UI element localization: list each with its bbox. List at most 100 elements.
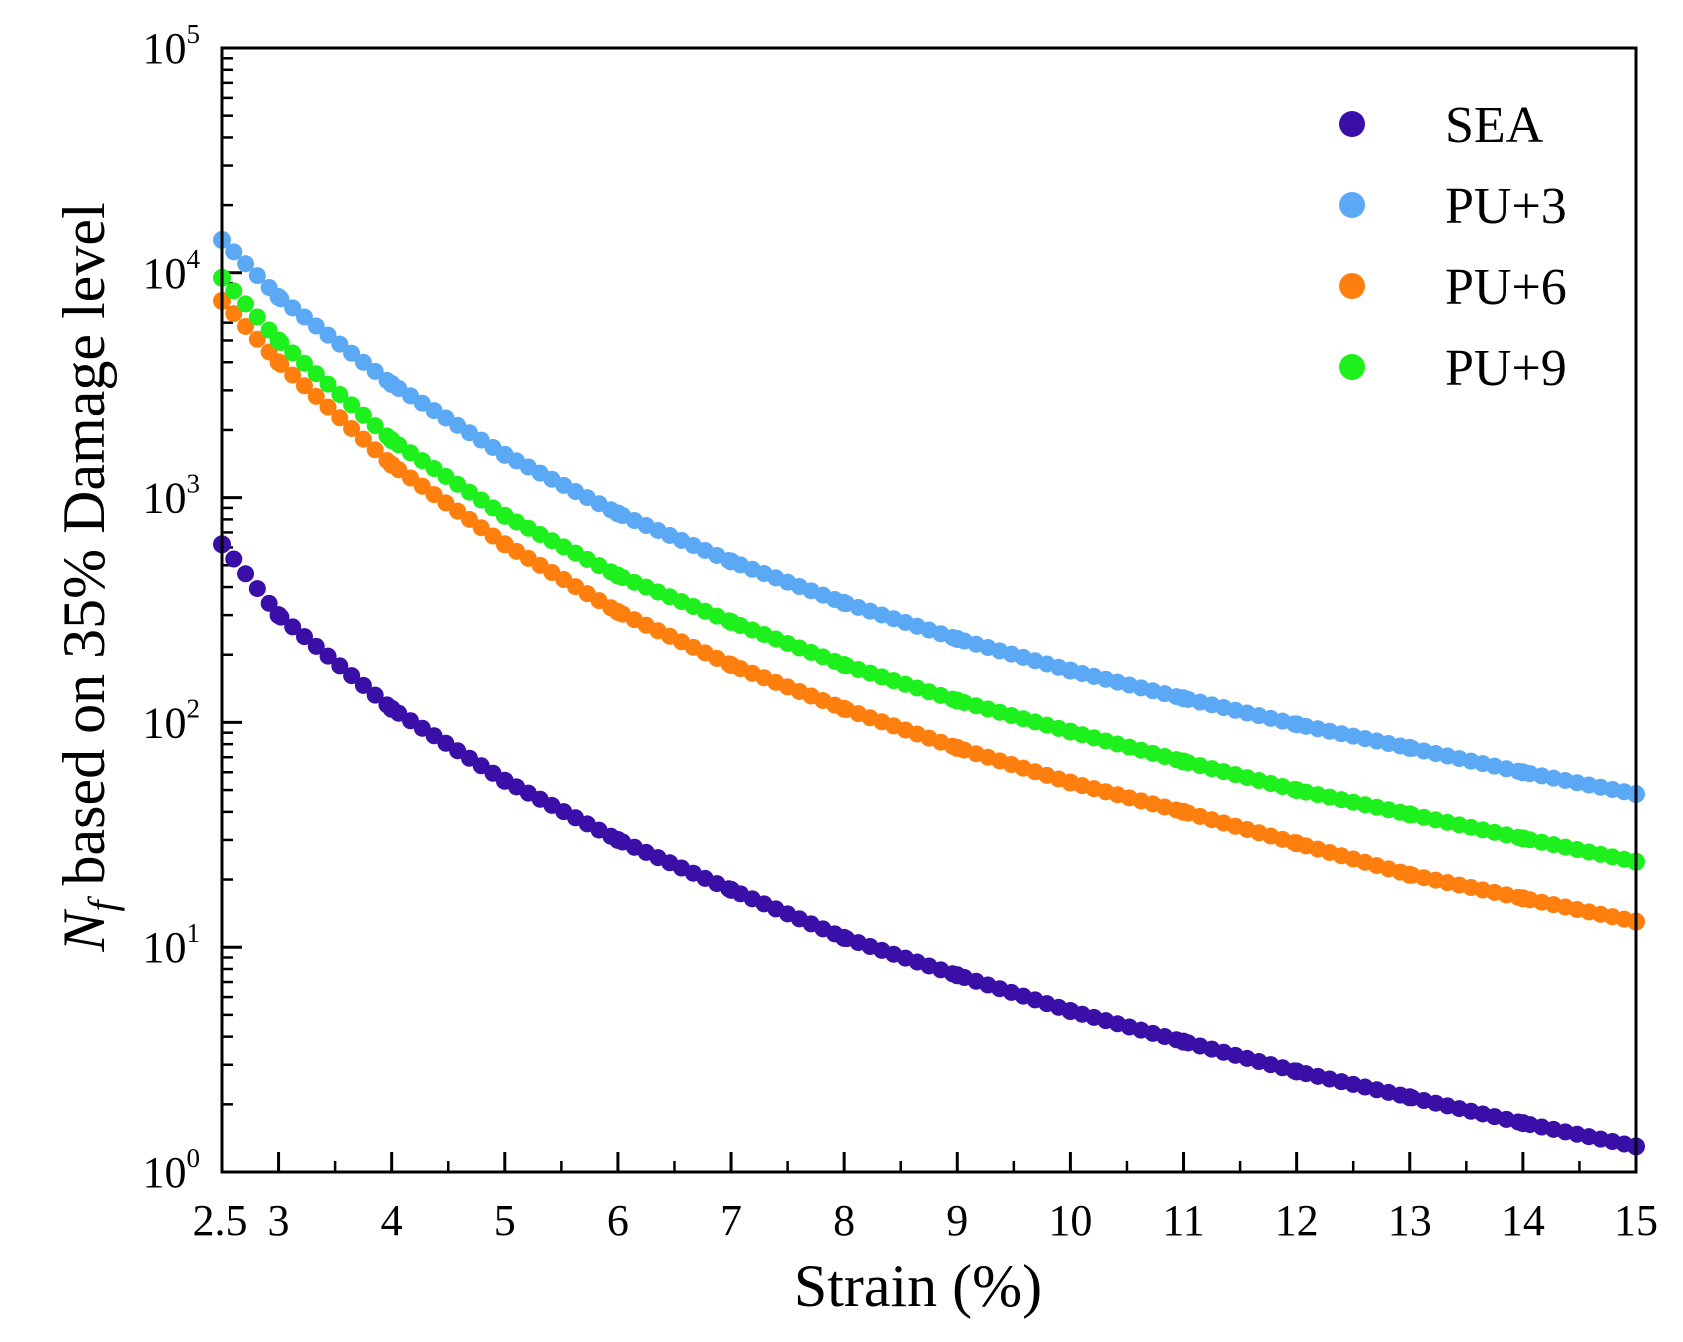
series-pu-6: [213, 291, 1645, 931]
y-axis-title-rest: based on 35% Damage level: [51, 202, 117, 900]
curve-marker: [272, 355, 290, 373]
curve-marker: [437, 494, 455, 512]
curve-marker: [260, 321, 278, 339]
x-tick-label: 8: [833, 1196, 855, 1245]
curve-marker: [378, 427, 396, 445]
curve-marker: [472, 519, 490, 537]
y-tick-label: 105: [143, 19, 201, 73]
x-tick-label: 5: [494, 1196, 516, 1245]
legend-marker: [1339, 192, 1365, 218]
series-pu-3: [213, 230, 1645, 804]
y-tick-exponent: 1: [187, 918, 201, 948]
curve-marker: [237, 565, 255, 583]
y-tick-label: 101: [143, 918, 201, 972]
legend-item: PU+3: [1339, 178, 1567, 235]
curve-marker: [390, 461, 408, 479]
curve-marker: [295, 308, 313, 326]
curve-marker: [284, 344, 302, 362]
curve-marker: [307, 637, 325, 655]
y-axis-title-symbol: N: [51, 909, 117, 953]
y-tick-base: 10: [143, 923, 187, 972]
curve-marker: [237, 295, 255, 313]
y-tick-base: 10: [143, 698, 187, 747]
legend-label: PU+6: [1445, 259, 1567, 316]
curve-marker: [343, 396, 361, 414]
x-tick-label: 14: [1501, 1196, 1545, 1245]
x-tick-label: 4: [381, 1196, 403, 1245]
curve-marker: [319, 398, 337, 416]
y-tick-base: 10: [143, 474, 187, 523]
curve-marker: [295, 628, 313, 646]
x-tick-label: 12: [1275, 1196, 1319, 1245]
curve-marker: [354, 353, 372, 371]
x-axis-title: Strain (%): [794, 1253, 1042, 1319]
x-tick-label: 2.5: [193, 1196, 248, 1245]
curve-marker: [343, 667, 361, 685]
curve-marker: [460, 510, 478, 528]
curve-marker: [307, 365, 325, 383]
curve-marker: [295, 354, 313, 372]
y-tick-exponent: 5: [187, 19, 201, 49]
curve-marker: [413, 477, 431, 495]
curve-marker: [225, 305, 243, 323]
curve-marker: [319, 375, 337, 393]
curve-marker: [354, 676, 372, 694]
curve-marker: [260, 279, 278, 297]
legend-marker: [1339, 111, 1365, 137]
x-tick-label: 10: [1048, 1196, 1092, 1245]
x-tick-label: 15: [1614, 1196, 1658, 1245]
curve-marker: [366, 362, 384, 380]
curve-marker: [248, 330, 266, 348]
x-tick-label: 13: [1388, 1196, 1432, 1245]
curve-marker: [284, 366, 302, 384]
curve-marker: [354, 406, 372, 424]
curve-marker: [354, 430, 372, 448]
curve-marker: [295, 377, 313, 395]
x-tick-labels: 2.5 3 4 5 6 7 8 9 10 11 12 13 14 15: [193, 1196, 1659, 1245]
curve-marker: [319, 647, 337, 665]
x-tick-label: 11: [1162, 1196, 1204, 1245]
legend: SEA PU+3 PU+6 PU+9: [1339, 97, 1567, 397]
curve-marker: [484, 527, 502, 545]
x-tick-label: 9: [946, 1196, 968, 1245]
curve-marker: [272, 334, 290, 352]
curve-marker: [248, 267, 266, 285]
y-tick-exponent: 0: [187, 1143, 201, 1173]
curve-marker: [331, 657, 349, 675]
x-tick-label: 6: [607, 1196, 629, 1245]
curve-marker: [425, 486, 443, 504]
y-tick-label: 104: [143, 244, 201, 298]
curve-marker: [343, 344, 361, 362]
curve-marker: [378, 451, 396, 469]
y-tick-label: 100: [143, 1143, 201, 1197]
curve-marker: [225, 282, 243, 300]
curve-marker: [307, 317, 325, 335]
curve-marker: [331, 335, 349, 353]
curve-marker: [225, 243, 243, 261]
curve-marker: [366, 441, 384, 459]
curve-marker: [248, 580, 266, 598]
curve-marker: [272, 608, 290, 626]
legend-marker: [1339, 354, 1365, 380]
x-tick-label: 3: [268, 1196, 290, 1245]
curve-marker: [260, 594, 278, 612]
y-tick-label: 102: [143, 693, 201, 747]
legend-marker: [1339, 273, 1365, 299]
plot-area-frame: [220, 46, 1638, 1174]
curve-marker: [366, 417, 384, 435]
curve-marker: [449, 502, 467, 520]
curve-marker: [307, 387, 325, 405]
x-tick-label: 7: [720, 1196, 742, 1245]
y-tick-label: 103: [143, 469, 201, 523]
curve-marker: [272, 290, 290, 308]
legend-label: PU+3: [1445, 178, 1567, 235]
legend-item: PU+9: [1339, 340, 1567, 397]
legend-label: SEA: [1445, 97, 1544, 154]
series-layer: [213, 230, 1645, 1156]
legend-label: PU+9: [1445, 340, 1567, 397]
curve-marker: [343, 419, 361, 437]
legend-item: PU+6: [1339, 259, 1567, 316]
curve-marker: [378, 696, 396, 714]
